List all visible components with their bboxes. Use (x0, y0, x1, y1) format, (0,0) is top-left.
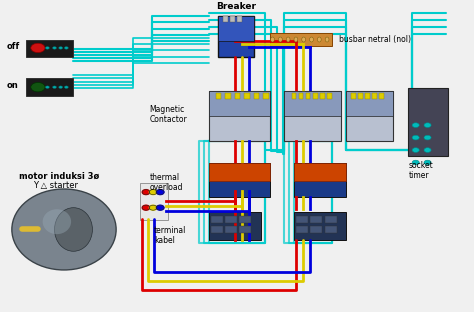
Bar (263, 93, 269, 99)
Bar (209, 163, 270, 181)
Ellipse shape (412, 148, 419, 152)
Bar (223, 16, 228, 22)
Bar (313, 93, 318, 99)
Bar (218, 16, 254, 41)
Ellipse shape (31, 43, 45, 53)
Bar (140, 183, 168, 220)
Ellipse shape (412, 123, 419, 128)
Text: off: off (7, 42, 20, 51)
Ellipse shape (43, 209, 71, 234)
Ellipse shape (59, 47, 63, 49)
Ellipse shape (12, 189, 116, 270)
Bar (351, 93, 356, 99)
Text: Magnetic
Contactor: Magnetic Contactor (149, 105, 187, 124)
Bar (209, 91, 270, 116)
Circle shape (142, 205, 150, 210)
Ellipse shape (53, 86, 56, 88)
Text: busbar netral (nol): busbar netral (nol) (339, 35, 411, 44)
Ellipse shape (412, 135, 419, 140)
Text: Y △ starter: Y △ starter (33, 181, 78, 190)
Ellipse shape (424, 135, 431, 140)
Ellipse shape (64, 86, 68, 88)
Bar (209, 91, 270, 141)
Ellipse shape (64, 47, 68, 49)
Bar (254, 93, 259, 99)
Ellipse shape (424, 160, 431, 165)
Ellipse shape (310, 37, 313, 42)
Bar (284, 91, 341, 116)
Circle shape (156, 190, 164, 195)
Ellipse shape (59, 86, 63, 88)
Bar (320, 93, 325, 99)
Bar (327, 93, 332, 99)
Bar (218, 16, 254, 57)
Bar (299, 93, 303, 99)
Bar (294, 163, 346, 181)
Ellipse shape (286, 37, 290, 42)
Bar (325, 226, 337, 232)
Text: Breaker: Breaker (216, 2, 255, 12)
Bar (209, 212, 261, 240)
Bar (225, 217, 237, 223)
Bar (365, 93, 370, 99)
Bar (294, 212, 346, 240)
Bar (230, 16, 235, 22)
Bar (235, 93, 240, 99)
Bar (294, 163, 346, 197)
Bar (216, 93, 221, 99)
Bar (346, 91, 393, 141)
Text: motor induksi 3ø: motor induksi 3ø (19, 172, 99, 181)
Ellipse shape (46, 86, 49, 88)
Bar (270, 33, 332, 46)
Bar (225, 93, 231, 99)
Ellipse shape (294, 37, 298, 42)
Bar (379, 93, 384, 99)
Bar (211, 226, 223, 232)
Bar (310, 226, 322, 232)
Bar (244, 93, 250, 99)
Text: thermal
overload: thermal overload (149, 173, 183, 193)
Ellipse shape (302, 37, 306, 42)
Ellipse shape (278, 37, 282, 42)
Circle shape (156, 205, 164, 210)
Bar (358, 93, 363, 99)
Bar (209, 163, 270, 197)
Ellipse shape (271, 37, 274, 42)
Text: on: on (7, 81, 19, 90)
Ellipse shape (325, 37, 329, 42)
Ellipse shape (46, 47, 49, 49)
Ellipse shape (412, 160, 419, 165)
Bar (306, 93, 310, 99)
Bar (296, 217, 308, 223)
Bar (239, 226, 251, 232)
Bar (26, 78, 73, 95)
Bar (325, 217, 337, 223)
Bar (408, 88, 448, 156)
Ellipse shape (55, 208, 92, 251)
Bar (310, 217, 322, 223)
Bar (211, 217, 223, 223)
Bar (372, 93, 377, 99)
Bar (237, 16, 242, 22)
Ellipse shape (424, 148, 431, 152)
Text: terminal
kabel: terminal kabel (154, 226, 186, 246)
Bar (284, 91, 341, 141)
Bar (239, 217, 251, 223)
Ellipse shape (53, 47, 56, 49)
Bar (26, 40, 73, 57)
Ellipse shape (31, 82, 45, 92)
Text: socket
timer: socket timer (409, 161, 433, 180)
Bar (225, 226, 237, 232)
Bar (346, 91, 393, 116)
Bar (296, 226, 308, 232)
Circle shape (149, 190, 157, 195)
Ellipse shape (318, 37, 321, 42)
Circle shape (149, 205, 157, 210)
Circle shape (142, 190, 150, 195)
Ellipse shape (424, 123, 431, 128)
Bar (292, 93, 296, 99)
